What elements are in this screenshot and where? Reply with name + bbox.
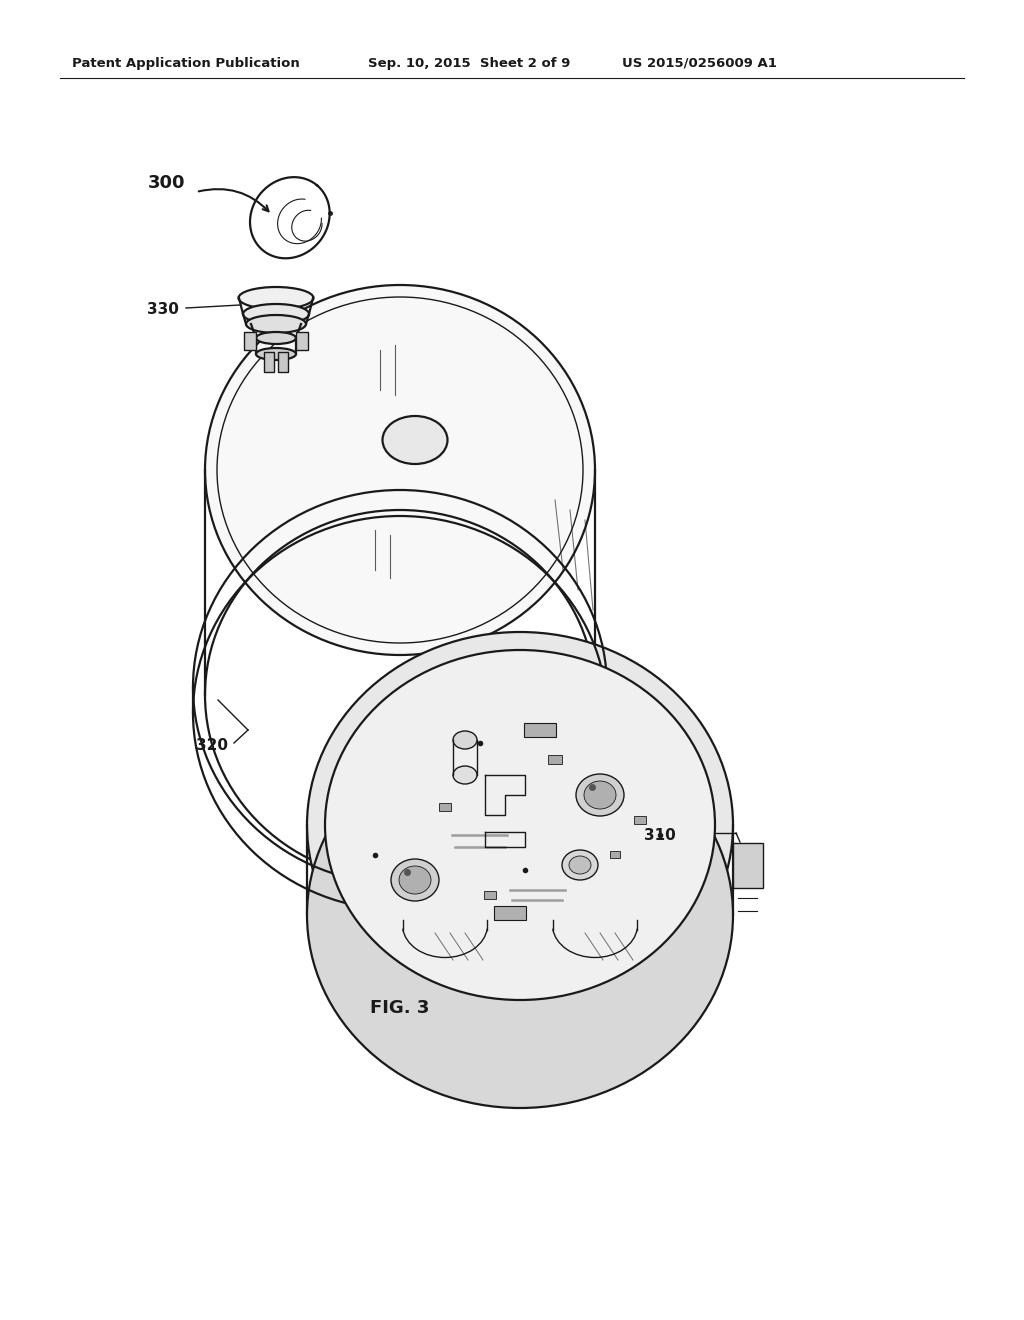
Ellipse shape [453,731,477,748]
Text: 320: 320 [196,738,228,752]
Ellipse shape [391,859,439,902]
FancyBboxPatch shape [439,803,451,810]
Text: Patent Application Publication: Patent Application Publication [72,57,300,70]
Ellipse shape [307,632,733,1018]
FancyBboxPatch shape [548,755,562,764]
Bar [733,843,763,888]
Ellipse shape [562,850,598,880]
Text: FIG. 3: FIG. 3 [371,999,430,1016]
Ellipse shape [399,866,431,894]
Ellipse shape [453,766,477,784]
Ellipse shape [307,722,733,1107]
Text: 310: 310 [644,828,676,842]
Bar [494,906,526,920]
Bar [524,723,556,737]
Ellipse shape [256,348,296,360]
Bar [244,333,256,350]
Ellipse shape [383,416,447,465]
Text: 330: 330 [147,302,179,318]
Ellipse shape [239,286,313,309]
Text: Sep. 10, 2015  Sheet 2 of 9: Sep. 10, 2015 Sheet 2 of 9 [368,57,570,70]
Bar [264,352,274,372]
Ellipse shape [584,781,616,809]
Ellipse shape [246,315,306,333]
Bar [278,352,288,372]
Ellipse shape [575,774,624,816]
Ellipse shape [325,649,715,1001]
FancyBboxPatch shape [484,891,496,899]
Text: 300: 300 [148,174,185,191]
FancyBboxPatch shape [634,816,646,824]
Ellipse shape [205,285,595,655]
Ellipse shape [243,304,309,323]
Ellipse shape [256,333,296,345]
Ellipse shape [569,855,591,874]
FancyBboxPatch shape [610,851,620,858]
Bar [296,333,308,350]
Text: US 2015/0256009 A1: US 2015/0256009 A1 [622,57,777,70]
